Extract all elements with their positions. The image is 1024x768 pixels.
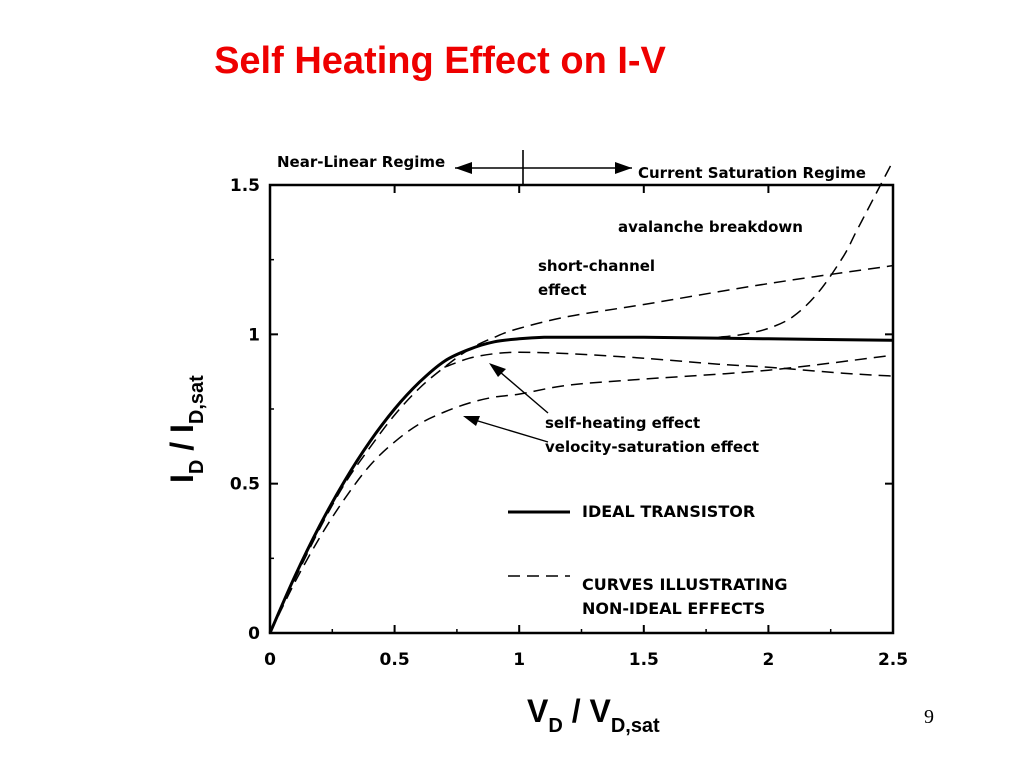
x-tick-label: 2 — [762, 650, 774, 670]
y-tick-label: 0 — [248, 624, 260, 644]
current-saturation-regime-label: Current Saturation Regime — [638, 164, 866, 182]
regime-arrows — [455, 150, 632, 185]
x-tick-label: 0.5 — [380, 650, 410, 670]
axis-ticks — [269, 184, 894, 634]
right-arrow-head — [615, 162, 632, 174]
y-axis-label: ID / ID,sat — [164, 375, 208, 483]
legend-nonideal-label-2: NON-IDEAL EFFECTS — [582, 599, 765, 618]
x-tick-label: 1.5 — [629, 650, 659, 670]
curves — [268, 160, 894, 634]
left-arrow-head — [455, 162, 472, 174]
tick-labels: 0 0.5 1 1.5 2 2.5 0 0.5 1 1.5 — [230, 176, 908, 670]
avalanche-breakdown-label: avalanche breakdown — [618, 218, 803, 236]
short-channel-label-2: effect — [538, 281, 587, 299]
curve-avalanche-breakdown — [718, 160, 894, 339]
y-tick-label: 1.5 — [230, 176, 260, 196]
self-heating-label: self-heating effect — [545, 414, 700, 432]
legend-ideal-label: IDEAL TRANSISTOR — [582, 502, 755, 521]
velocity-saturation-pointer — [467, 417, 549, 443]
legend: IDEAL TRANSISTOR CURVES ILLUSTRATING NON… — [508, 502, 788, 618]
x-axis-label: VD / VD,sat — [527, 693, 660, 737]
page-number: 9 — [924, 706, 934, 728]
x-tick-label: 2.5 — [878, 650, 908, 670]
self-heating-pointer — [492, 365, 549, 414]
near-linear-regime-label: Near-Linear Regime — [277, 153, 445, 171]
slide-title: Self Heating Effect on I-V — [214, 40, 666, 82]
legend-nonideal-label-1: CURVES ILLUSTRATING — [582, 575, 788, 594]
pointer-arrows — [463, 363, 549, 443]
x-tick-label: 1 — [513, 650, 525, 670]
curve-short-channel-effect — [269, 264, 894, 634]
y-tick-label: 0.5 — [230, 475, 260, 495]
velocity-saturation-pointer-head — [463, 416, 480, 426]
plot-frame — [268, 183, 895, 635]
self-heating-pointer-head — [489, 363, 506, 377]
x-tick-label: 0 — [264, 650, 276, 670]
y-tick-label: 1 — [248, 325, 260, 345]
curve-self-heating-effect — [444, 351, 894, 377]
short-channel-label-1: short-channel — [538, 257, 655, 275]
velocity-saturation-label: velocity-saturation effect — [545, 438, 759, 456]
